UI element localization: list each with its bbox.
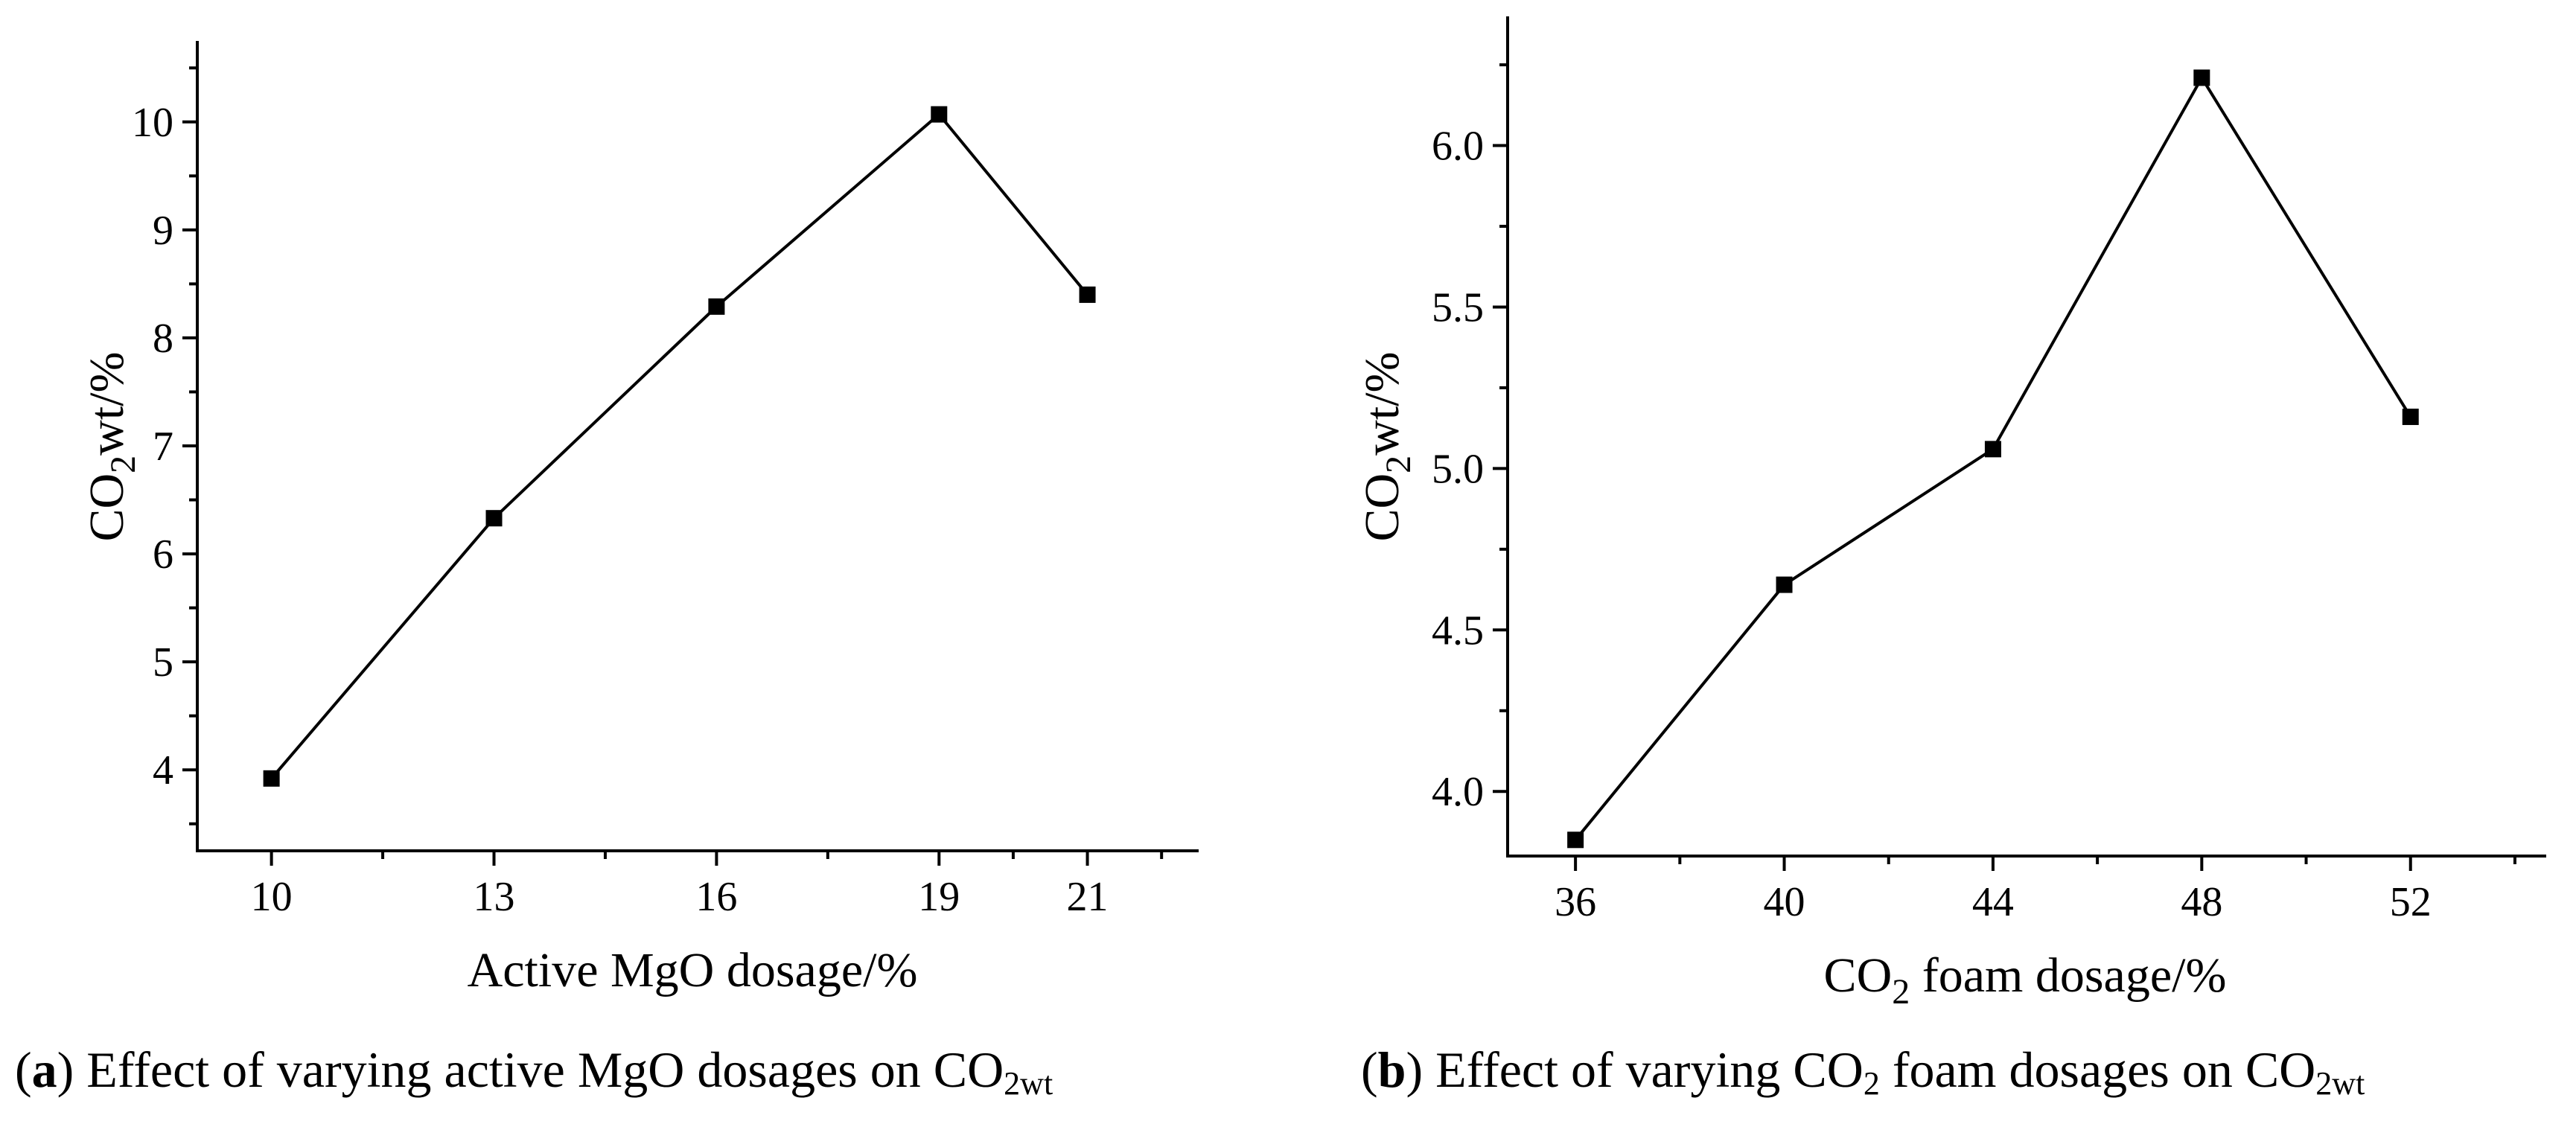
panel-a-y-tick-label: 7	[153, 424, 173, 470]
panel-b-data-point	[1984, 441, 2001, 458]
panel-b-axes	[1506, 16, 2546, 858]
panel-a-data-point	[708, 298, 725, 315]
panel-b-y-tick-label: 5.5	[1432, 284, 1484, 331]
panel-a-y-tick-label: 4	[153, 747, 173, 793]
panel-a-y-tick-label: 9	[153, 208, 173, 254]
panel-a-y-axis-title: CO2wt/%	[80, 351, 143, 541]
panel-a-y-tick-label: 10	[132, 100, 173, 146]
panel-b-x-tick-label: 36	[1555, 879, 1596, 925]
panel-a-x-axis-title: Active MgO dosage/%	[468, 943, 918, 997]
panel-b-x-tick-label: 40	[1764, 879, 1805, 925]
panel-a-x-tick-label: 21	[1067, 874, 1109, 920]
panel-a-tick-labels: 10 13 16 19 21 4 5 6 7 8 9 10	[132, 100, 1109, 920]
panel-b-y-axis-title: CO2wt/%	[1355, 351, 1418, 541]
panel-b-y-tick-label: 4.0	[1432, 769, 1484, 815]
panel-b-y-tick-label: 4.5	[1432, 607, 1484, 654]
panel-b-caption: (b) Effect of varying CO2 foam dosages o…	[1361, 1041, 2365, 1102]
panel-b-data-point	[1776, 576, 1793, 593]
panel-a-y-tick-label: 5	[153, 639, 173, 686]
panel-a-data-point	[1079, 286, 1096, 303]
panel-a-x-tick-label: 10	[251, 874, 293, 920]
panel-b-series-line	[1574, 74, 2412, 841]
panel-b-data-point	[2402, 408, 2419, 425]
panel-b-data-point	[1567, 831, 1584, 849]
panel-a-ticks	[182, 66, 1164, 866]
panel-a-data-point	[263, 770, 280, 787]
panel-b-markers	[1567, 69, 2419, 849]
panel-a-y-tick-label: 8	[153, 316, 173, 362]
panel-b-x-tick-label: 52	[2390, 879, 2432, 925]
panel-b-x-axis-title: CO2 foam dosage/%	[1824, 948, 2227, 1012]
panel-a-x-tick-label: 13	[474, 874, 515, 920]
panel-a-x-tick-label: 16	[695, 874, 737, 920]
panel-b-data-point	[2193, 69, 2210, 86]
panel-a-data-point	[485, 510, 503, 527]
panel-a-x-tick-label: 19	[918, 874, 960, 920]
panel-b-x-tick-label: 48	[2181, 879, 2222, 925]
panel-a-series-line	[270, 112, 1089, 780]
panel-a-data-point	[931, 106, 948, 123]
panel-b-chart: 36 40 44 48 52 4.0 4.5 5.0 5.5 6.0 CO2 foam dosag…	[1355, 16, 2546, 1102]
panel-b-ticks	[1493, 63, 2516, 871]
panel-b-x-tick-label: 44	[1972, 879, 2014, 925]
panel-a-markers	[263, 106, 1096, 787]
panel-b-y-tick-label: 6.0	[1432, 124, 1484, 170]
panel-b-tick-labels: 36 40 44 48 52 4.0 4.5 5.0 5.5 6.0	[1432, 124, 2432, 925]
panel-a-y-tick-label: 6	[153, 531, 173, 578]
panel-a-axes	[196, 41, 1199, 852]
panel-a-chart: 10 13 16 19 21 4 5 6 7 8 9 10 Active MgO dosage/% C…	[15, 41, 1199, 1102]
panel-b-y-tick-label: 5.0	[1432, 446, 1484, 492]
panel-a-caption: (a) Effect of varying active MgO dosages…	[15, 1041, 1053, 1102]
